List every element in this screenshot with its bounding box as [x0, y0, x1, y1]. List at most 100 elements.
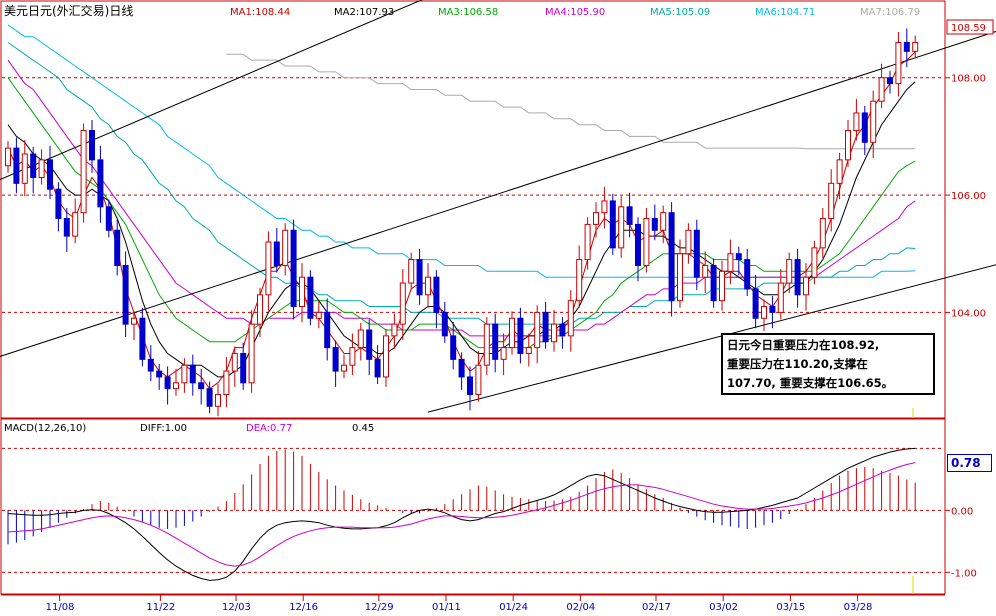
- candle-body-20: [173, 382, 179, 390]
- candle-body-107: [903, 42, 910, 52]
- candle-body-6: [55, 188, 62, 220]
- candle-body-30: [257, 294, 263, 325]
- candle-body-82: [693, 229, 700, 278]
- candle-body-15: [131, 317, 137, 325]
- candle-body-86: [727, 253, 734, 272]
- candle-body-71: [601, 200, 608, 214]
- date-label-6: 01/24: [499, 602, 528, 613]
- macd-dea-line: [7, 462, 916, 567]
- candle-body-104: [878, 77, 885, 102]
- candle-body-74: [626, 206, 633, 225]
- candle-body-67: [567, 300, 574, 337]
- candle-body-51: [433, 276, 440, 313]
- candle-body-34: [290, 229, 297, 308]
- candle-body-4: [38, 159, 45, 178]
- candle-body-49: [416, 259, 423, 296]
- candle-body-108: [912, 42, 919, 52]
- last-price-box: [946, 19, 994, 35]
- ma-legend-item-5: MA5:105.09: [650, 7, 710, 18]
- ma2-line: [7, 81, 916, 378]
- label-layer: 108.00 106.00 104.00 0.00 -1.00 11/08 11/22 12/…: [46, 74, 986, 613]
- candle-body-39: [332, 347, 339, 372]
- candle-body-85: [719, 270, 725, 302]
- candle-body-22: [189, 364, 196, 384]
- chart-title: 美元日元(外汇交易)日线: [4, 3, 133, 18]
- candle-body-91: [769, 306, 776, 313]
- candle-body-87: [735, 253, 742, 261]
- date-label-10: 03/15: [776, 602, 805, 613]
- candle-body-33: [282, 229, 289, 266]
- candle-body-43: [366, 329, 373, 360]
- trend-line-1: [0, 30, 996, 357]
- candle-body-55: [467, 376, 473, 396]
- candle-body-56: [475, 364, 482, 396]
- candle-body-44: [374, 358, 381, 378]
- candle-body-32: [273, 241, 280, 266]
- ma-legend-item-6: MA6:104.71: [755, 7, 815, 18]
- candle-body-41: [349, 347, 356, 366]
- macd-tick-label-0: 0.00: [951, 506, 973, 517]
- macd-panel-frame: [0, 418, 946, 595]
- date-label-0: 11/08: [46, 602, 75, 613]
- macd-tick-label-1: -1.00: [951, 568, 977, 579]
- price-tick-label-0: 108.00: [951, 74, 986, 85]
- candle-body-68: [576, 259, 583, 302]
- support-resistance-annotation: 日元今日重要压力在108.92, 重要压力在110.20,支撑在 107.70,…: [721, 333, 935, 395]
- candle-body-36: [307, 276, 314, 319]
- candle-body-11: [97, 159, 104, 208]
- candle-body-5: [47, 159, 53, 190]
- candle-body-10: [89, 130, 95, 161]
- candle-body-40: [341, 364, 347, 372]
- candle-body-62: [525, 347, 532, 354]
- macd-value-label: 0.45: [352, 423, 374, 434]
- candle-body-89: [752, 288, 759, 319]
- candle-body-7: [63, 218, 70, 237]
- candle-body-31: [265, 241, 272, 296]
- candle-body-95: [803, 276, 809, 296]
- candle-body-28: [240, 352, 247, 384]
- candle-body-19: [164, 376, 171, 390]
- candle-body-81: [685, 229, 692, 255]
- candle-body-59: [500, 347, 507, 360]
- date-label-3: 12/16: [289, 602, 318, 613]
- candle-body-47: [399, 282, 406, 325]
- macd-diff-line: [7, 447, 916, 581]
- ma5-line: [7, 42, 916, 325]
- macd-diff-label: DIFF:1.00: [140, 423, 187, 434]
- candle-body-27: [231, 352, 238, 372]
- candle-body-102: [861, 112, 868, 143]
- candle-body-63: [534, 311, 541, 349]
- candle-body-69: [584, 223, 591, 261]
- candle-body-77: [651, 218, 658, 231]
- ma-legend-item-2: MA2:107.93: [334, 7, 394, 18]
- candle-body-105: [887, 77, 893, 85]
- candle-body-2: [21, 153, 28, 184]
- candle-body-35: [299, 276, 305, 308]
- candle-body-64: [542, 311, 549, 343]
- ma-legend-item-1: MA1:108.44: [230, 7, 290, 18]
- date-label-5: 01/11: [432, 602, 461, 613]
- candle-body-0: [5, 147, 11, 167]
- candle-body-73: [618, 206, 625, 249]
- candle-body-21: [181, 364, 188, 384]
- candle-body-23: [198, 382, 205, 390]
- candle-body-48: [408, 259, 415, 284]
- last-price-label: 108.59: [951, 23, 986, 34]
- ma-legend-item-4: MA4:105.90: [545, 7, 605, 18]
- candle-body-84: [710, 264, 717, 302]
- candle-body-106: [895, 42, 902, 85]
- candle-body-92: [777, 282, 784, 313]
- ma7-line: [226, 53, 916, 150]
- candle-body-38: [324, 311, 331, 349]
- candle-body-103: [870, 100, 877, 143]
- macd-layer: [7, 408, 916, 594]
- candle-body-57: [483, 323, 490, 366]
- candle-body-13: [114, 229, 121, 266]
- candle-body-99: [836, 159, 843, 184]
- candle-body-80: [677, 253, 683, 302]
- macd-current-value: 0.78: [947, 454, 992, 472]
- candle-body-53: [450, 335, 457, 360]
- candle-body-8: [72, 212, 79, 237]
- date-label-9: 03/02: [709, 602, 738, 613]
